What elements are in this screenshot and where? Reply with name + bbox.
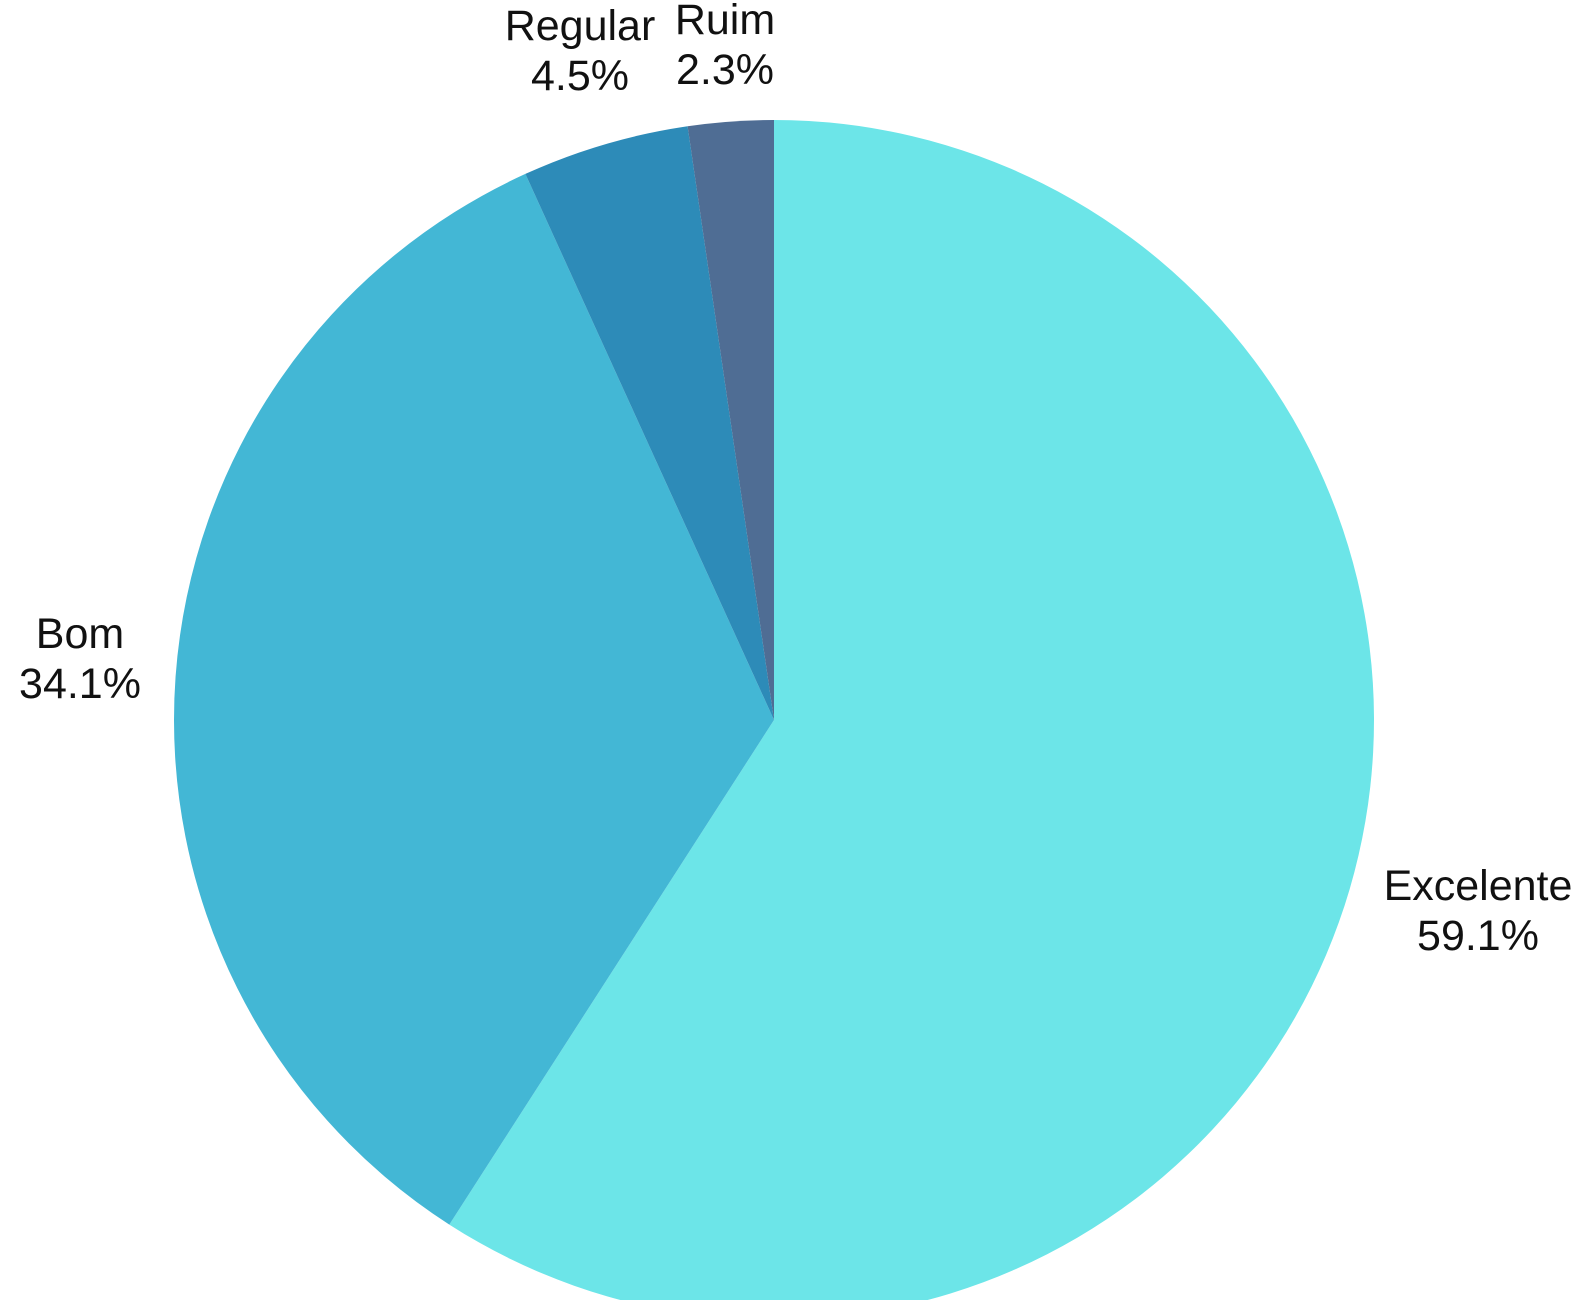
slice-label-regular: Regular <box>505 2 656 50</box>
pie-slice-ruim <box>687 120 774 720</box>
pie-slice-bom <box>174 173 775 1225</box>
slice-label-bom: Bom <box>36 610 124 658</box>
pie-slice-excelente <box>449 120 1374 1300</box>
pie-slices <box>174 120 1374 1300</box>
pie-slice-regular <box>525 126 774 720</box>
slice-label-ruim: Ruim <box>675 0 775 44</box>
slice-value-excelente: 59.1% <box>1417 912 1539 960</box>
slice-value-bom: 34.1% <box>19 660 141 708</box>
slice-value-ruim: 2.3% <box>676 46 774 94</box>
slice-label-excelente: Excelente <box>1384 862 1573 910</box>
slice-value-regular: 4.5% <box>531 52 629 100</box>
